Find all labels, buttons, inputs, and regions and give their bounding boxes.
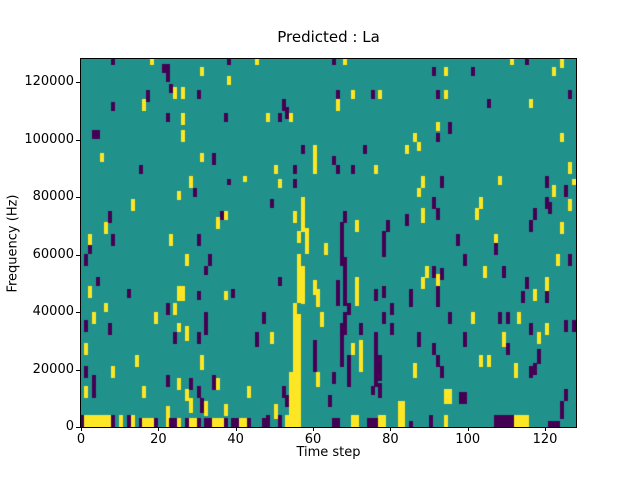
y-tick-label: 40000 [32, 304, 74, 319]
y-tick-label: 120000 [24, 74, 74, 89]
y-axis-label: Frequency (Hz) [5, 194, 21, 293]
x-tick-label: 100 [455, 432, 481, 447]
x-tick-label: 40 [227, 432, 244, 447]
x-tick-label: 80 [382, 432, 399, 447]
y-tick-mark [76, 369, 80, 371]
plot-area [80, 58, 577, 428]
x-axis-label: Time step [296, 445, 361, 460]
y-tick-mark [76, 254, 80, 256]
x-tick-label: 20 [150, 432, 167, 447]
y-tick-mark [76, 197, 80, 198]
y-tick-label: 0 [65, 419, 74, 434]
x-tick-label: 60 [304, 432, 322, 447]
x-tick-mark [467, 427, 469, 431]
x-tick-label: 120 [532, 432, 558, 447]
x-tick-label: 0 [76, 432, 86, 447]
y-tick-label: 100000 [24, 131, 74, 147]
y-tick-mark [76, 139, 80, 141]
y-tick-label: 80000 [32, 189, 74, 204]
x-tick-mark [235, 427, 237, 431]
y-tick-mark [76, 427, 80, 428]
x-tick-mark [313, 427, 315, 431]
chart-title: Predicted : La [277, 28, 380, 46]
y-tick-label: 20000 [32, 361, 74, 377]
y-tick-mark [76, 312, 80, 313]
x-tick-mark [545, 427, 547, 431]
heatmap-canvas [81, 59, 576, 427]
x-tick-mark [81, 427, 82, 431]
y-tick-label: 60000 [32, 246, 74, 262]
y-tick-mark [76, 82, 80, 83]
x-tick-mark [158, 427, 160, 431]
x-tick-mark [390, 427, 392, 431]
